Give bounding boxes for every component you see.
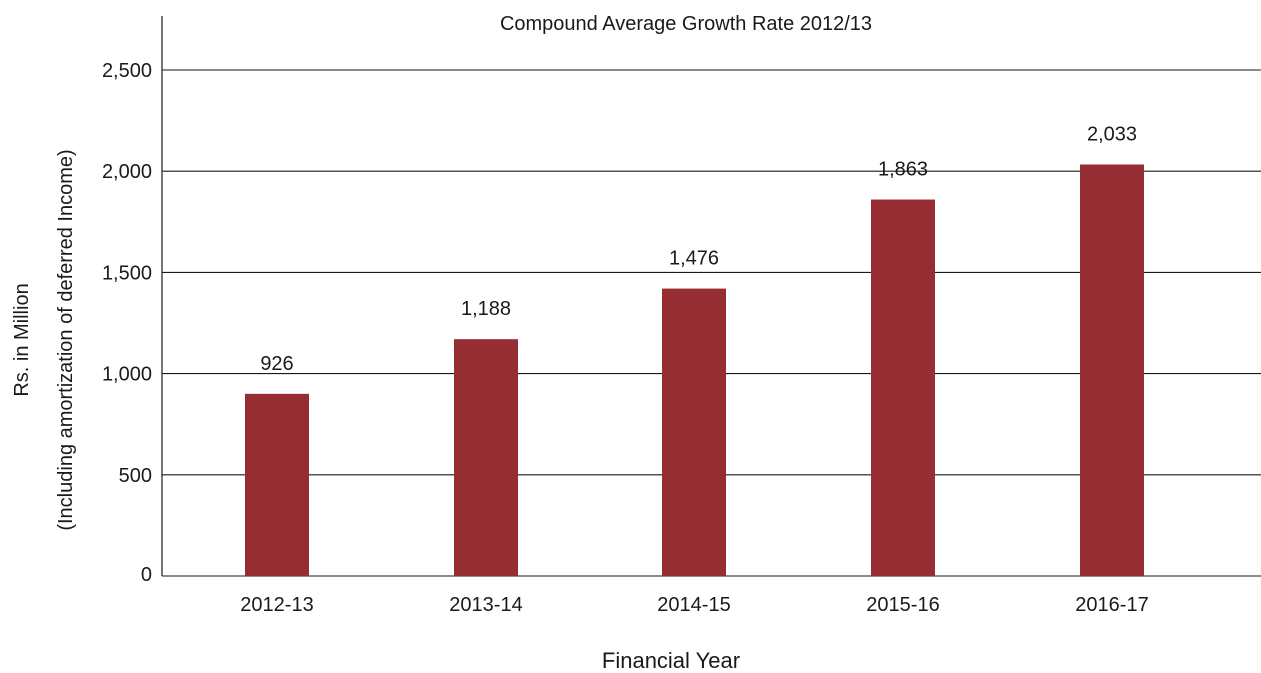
chart-title: Compound Average Growth Rate 2012/13 xyxy=(500,13,872,35)
bar-2012-13 xyxy=(245,393,309,576)
bar-2014-15 xyxy=(662,288,726,576)
x-tick-label: 2013-14 xyxy=(449,594,522,616)
y-tick-label: 2,500 xyxy=(102,60,152,82)
y-tick-label: 0 xyxy=(141,564,152,586)
bar-2016-17 xyxy=(1080,164,1144,576)
x-tick-label: 2015-16 xyxy=(866,594,939,616)
data-label: 2,033 xyxy=(1087,124,1137,146)
x-tick-label: 2016-17 xyxy=(1075,594,1148,616)
y-axis-label-subtitle: (Including amortization of deferred Inco… xyxy=(55,149,77,530)
labels: 0 500 1,000 1,500 2,000 2,500 926 2012-13 1,188 2… xyxy=(102,60,1149,616)
y-tick-label: 1,500 xyxy=(102,262,152,284)
y-tick-label: 500 xyxy=(119,465,152,487)
data-label: 1,863 xyxy=(878,159,928,181)
bars xyxy=(245,164,1144,576)
bar-2015-16 xyxy=(871,199,935,576)
data-label: 926 xyxy=(260,353,293,375)
data-label: 1,476 xyxy=(669,248,719,270)
x-tick-label: 2012-13 xyxy=(240,594,313,616)
y-axis-label: Rs. in Million xyxy=(11,283,33,396)
x-axis-label: Financial Year xyxy=(602,648,740,673)
y-tick-label: 1,000 xyxy=(102,364,152,386)
x-tick-label: 2014-15 xyxy=(657,594,730,616)
y-tick-label: 2,000 xyxy=(102,161,152,183)
bar-2013-14 xyxy=(454,339,518,576)
data-label: 1,188 xyxy=(461,298,511,320)
